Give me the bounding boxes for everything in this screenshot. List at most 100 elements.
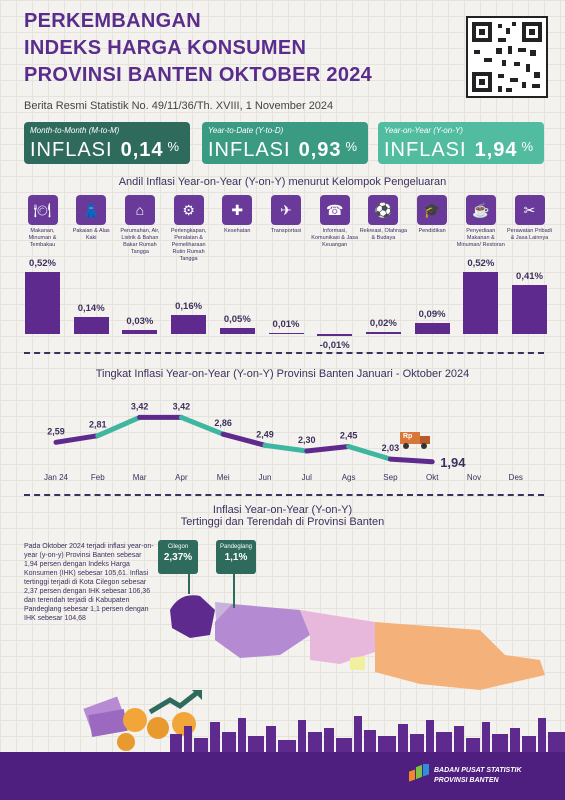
line-segment: [304, 444, 352, 454]
contribution-bar: [25, 271, 60, 334]
cilegon-pointer: [188, 554, 190, 594]
point-value-label: 1,94: [440, 455, 466, 470]
footer-bar: [0, 752, 565, 800]
mtm-word: INFLASI: [30, 139, 113, 161]
category-label: Pendidikan: [418, 228, 446, 234]
mtm-unit: %: [167, 139, 181, 154]
title-line-1: PERKEMBANGAN: [24, 10, 201, 32]
food-icon: 🍽: [27, 195, 58, 225]
high-city-name: Cilegon: [167, 544, 189, 550]
line-segment: [220, 431, 268, 448]
inflation-yoy-box: Year-on-Year (Y-on-Y) INFLASI 1,94%: [378, 122, 544, 164]
point-value-label: 2,45: [340, 431, 358, 441]
category-label: Transportasi: [270, 228, 302, 234]
contribution-bar: [365, 331, 401, 334]
bar-value-label: -0,01%: [319, 340, 350, 351]
map-yogyakarta: [350, 656, 365, 670]
bar-value-label: 0,16%: [175, 300, 203, 312]
dress-icon: 👗: [76, 195, 107, 225]
section1-title: Andil Inflasi Year-on-Year (Y-on-Y) menu…: [118, 176, 447, 188]
bar-value-label: 0,03%: [126, 316, 154, 328]
tools-icon: ✂: [514, 195, 545, 225]
subtitle: Berita Resmi Statistik No. 49/11/36/Th. …: [24, 100, 334, 112]
house-icon: ⌂: [124, 195, 155, 225]
mtm-label: Month-to-Month (M-to-M): [30, 126, 120, 135]
month-tick-label: Jul: [302, 473, 312, 482]
line-segment: [178, 414, 226, 437]
sport-icon: ⚽: [368, 195, 399, 225]
title-line-3: PROVINSI BANTEN OKTOBER 2024: [24, 64, 373, 86]
java-map: [170, 595, 545, 690]
phone-icon: ☎: [319, 195, 350, 225]
contribution-bar: [317, 334, 353, 336]
category-label: Penyediaan Makanan & Minuman/ Restoran: [456, 228, 505, 248]
coins-money-icon: [83, 690, 202, 751]
yoy-unit: %: [521, 139, 535, 154]
restaurant-icon: ☕: [465, 195, 496, 225]
ytd-word: INFLASI: [208, 139, 291, 161]
yoy-label: Year-on-Year (Y-on-Y): [384, 126, 463, 135]
high-city-value: 2,37%: [163, 552, 193, 563]
bar-value-label: 0,41%: [516, 270, 543, 282]
pandeglang-callout: Pandeglang 1,1%: [216, 540, 256, 574]
contribution-bar: [122, 330, 158, 334]
contribution-bar: [171, 314, 207, 334]
month-tick-label: Des: [509, 473, 523, 482]
yoy-line-chart: 2,59 2,81 3,42 3,42 2,86 2,49 2,30 2,45 2,03 1,94…: [44, 401, 523, 482]
point-value-label: 2,49: [256, 429, 274, 439]
contribution-bar: [414, 323, 450, 334]
section3-title-line1: Inflasi Year-on-Year (Y-on-Y): [212, 504, 353, 516]
bar-value-label: 0,52%: [29, 257, 56, 269]
appliance-icon: ⚙: [173, 195, 204, 225]
map-west-java: [215, 604, 310, 658]
category-label: Pakaian & Alas Kaki: [72, 228, 110, 241]
contribution-bar: [73, 317, 109, 334]
map-central-java: [300, 610, 375, 664]
map-east-java: [375, 622, 545, 690]
section3-title-line2: Tertinggi dan Terendah di Provinsi Bante…: [180, 516, 385, 528]
bar-value-label: 0,52%: [467, 257, 495, 269]
cilegon-callout: Cilegon 2,37%: [158, 540, 198, 574]
yoy-word: INFLASI: [384, 139, 467, 161]
month-tick-label: Sep: [383, 473, 398, 482]
line-segment: [262, 442, 310, 454]
medkit-icon: ✚: [222, 195, 253, 225]
footer-org-line2: PROVINSI BANTEN: [434, 777, 499, 784]
month-tick-label: Mei: [217, 473, 230, 482]
low-city-value: 1,1%: [224, 552, 248, 563]
bar-value-label: 0,14%: [77, 303, 105, 315]
contribution-bar: [268, 332, 304, 334]
ytd-label: Year-to-Date (Y-to-D): [208, 126, 284, 135]
category-label: Perawatan Pribadi & Jasa Lainnya: [507, 228, 552, 241]
point-value-label: 2,30: [298, 435, 316, 445]
section2-title: Tingkat Inflasi Year-on-Year (Y-on-Y) Pr…: [95, 368, 470, 380]
pandeglang-pointer: [233, 558, 235, 608]
point-value-label: 3,42: [173, 401, 191, 411]
line-segment: [95, 414, 143, 439]
inflation-mtm-box: Month-to-Month (M-to-M) INFLASI 0,14%: [24, 122, 190, 164]
truck-icon: Rp: [400, 430, 432, 450]
bar-value-label: 0,09%: [418, 309, 446, 321]
category-label: Kesehatan: [224, 228, 251, 234]
contribution-bar: [512, 284, 547, 334]
point-value-label: 3,42: [131, 401, 149, 411]
month-tick-label: Ags: [342, 473, 356, 482]
bar-value-label: 0,05%: [223, 314, 251, 325]
yoy-value: 1,94: [474, 139, 518, 161]
point-value-label: 2,59: [47, 426, 65, 436]
line-segment: [387, 456, 435, 465]
bar-value-label: 0,01%: [272, 318, 300, 330]
point-value-label: 2,03: [382, 443, 400, 453]
footer-org-line1: BADAN PUSAT STATISTIK: [434, 767, 522, 774]
truck-label: Rp: [403, 433, 413, 440]
summary-paragraph: Pada Oktober 2024 terjadi inflasi year-o…: [24, 543, 154, 622]
inflation-ytd-box: Year-to-Date (Y-to-D) INFLASI 0,93%: [202, 122, 368, 164]
ytd-value: 0,93: [298, 139, 342, 161]
category-label: Rekreasi, Olahraga & Budaya: [359, 228, 408, 241]
point-value-label: 2,81: [89, 420, 107, 430]
city-skyline: [170, 716, 565, 752]
line-segment: [346, 444, 393, 462]
qr-code-icon: [466, 16, 548, 98]
month-tick-label: Okt: [426, 473, 439, 482]
page-title: PERKEMBANGAN INDEKS HARGA KONSUMEN PROVI…: [24, 8, 372, 89]
